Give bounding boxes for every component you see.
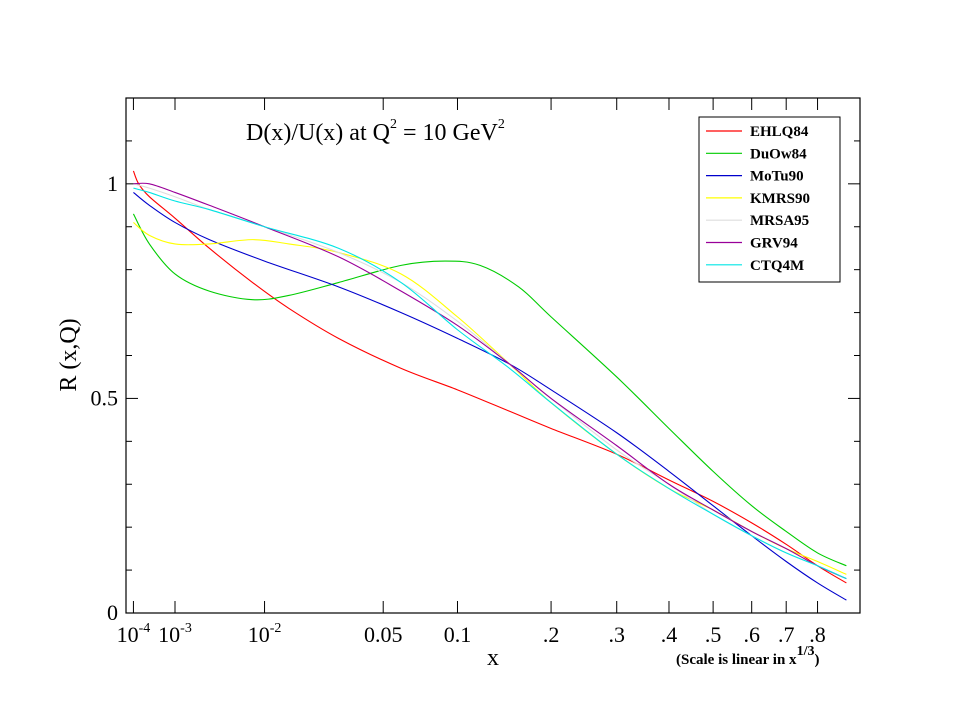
y-tick-label: 0.5 [91, 385, 119, 410]
legend-label-grv94: GRV94 [750, 236, 798, 252]
legend-label-mrsa95: MRSA95 [750, 213, 809, 229]
y-axis-label: R (x,Q) [56, 318, 82, 391]
x-tick-label: 10-2 [248, 621, 282, 647]
y-tick-label: 1 [107, 171, 118, 196]
legend-label-ctq4m: CTQ4M [750, 258, 804, 274]
chart-title: D(x)/U(x) at Q2 = 10 GeV2 [246, 117, 505, 146]
legend-label-kmrs90: KMRS90 [750, 191, 810, 207]
legend: EHLQ84 DuOw84 MoTu90 KMRS90 MRSA95 GRV94 CTQ4M [698, 116, 841, 283]
legend-box [698, 116, 841, 283]
x-tick-label: .3 [608, 622, 625, 647]
legend-label-ehlq84: EHLQ84 [750, 124, 809, 140]
legend-label-motu90: MoTu90 [750, 169, 804, 185]
x-tick-label: 10-4 [117, 621, 151, 647]
x-tick-label: 0.1 [444, 622, 472, 647]
series-line-ehlq84 [132, 170, 847, 584]
x-tick-label: .4 [661, 622, 678, 647]
x-axis-label: x [487, 645, 499, 671]
x-tick-label: .2 [543, 622, 560, 647]
x-tick-label: .5 [705, 622, 722, 647]
series-line-ctq4m [133, 187, 847, 580]
x-tick-label: .6 [743, 622, 760, 647]
series-line-duow84 [132, 213, 847, 567]
axis-ticks: 10-4 10-3 10-2 0.05 0.1 .2 .3 .4 .5 .6 .7 .8 0 0.5 1 [91, 98, 860, 647]
series-line-grv94 [133, 182, 847, 580]
x-tick-label: .7 [778, 622, 795, 647]
legend-label-duow84: DuOw84 [750, 146, 807, 162]
x-tick-label: 0.05 [364, 622, 403, 647]
series-lines [132, 170, 847, 601]
y-tick-label: 0 [107, 600, 118, 625]
x-tick-label: .8 [809, 622, 826, 647]
x-tick-label: 10-3 [158, 621, 192, 647]
plot-frame [125, 97, 861, 614]
scale-note: (Scale is linear in x1/3) [676, 644, 819, 668]
